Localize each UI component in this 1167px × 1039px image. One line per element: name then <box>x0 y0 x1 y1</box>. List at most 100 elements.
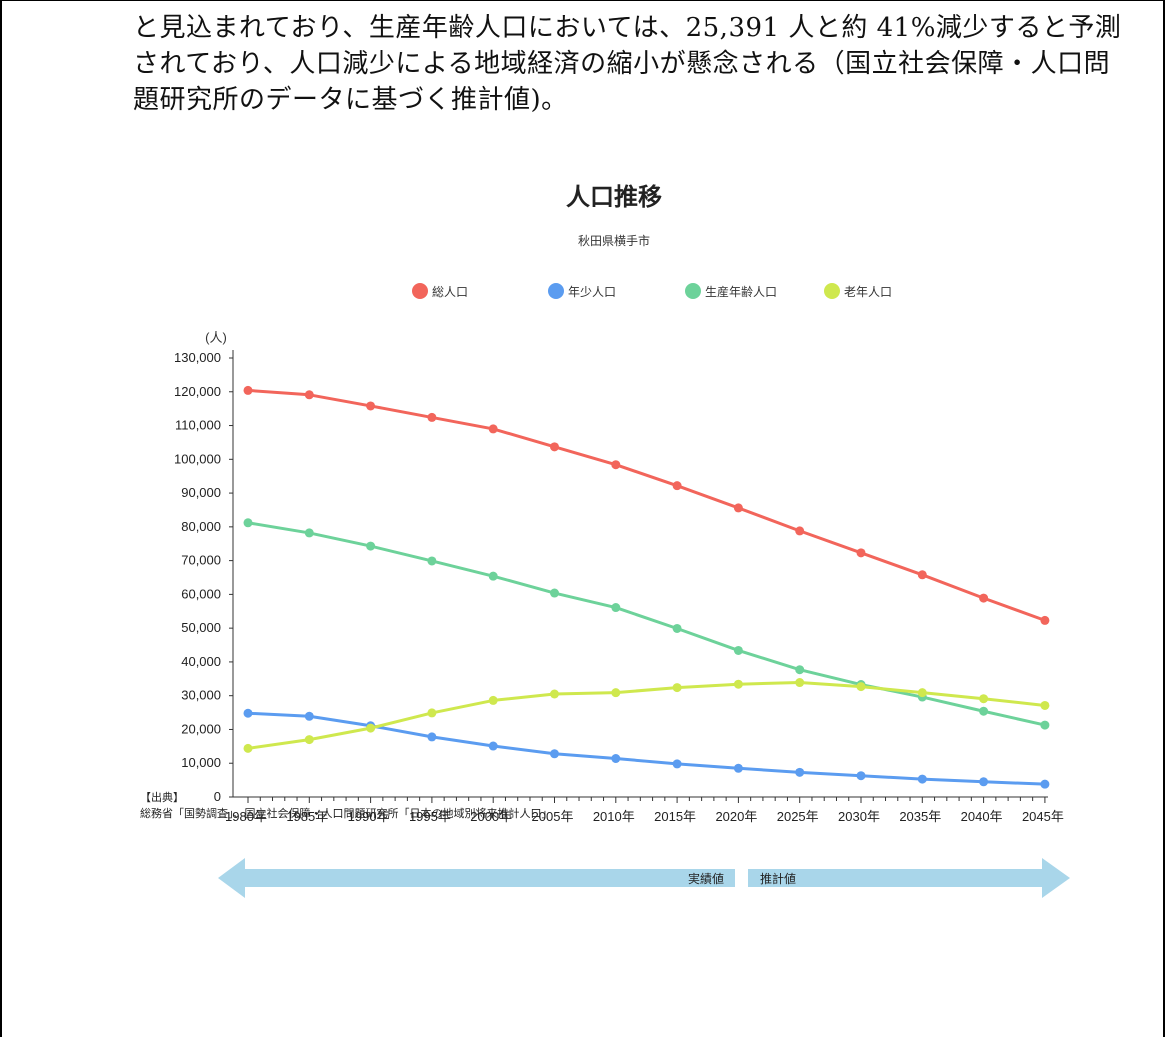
x-tick-label: 2045年 <box>1022 809 1064 824</box>
data-point <box>733 645 743 655</box>
legend-label-2: 生産年齢人口 <box>705 284 777 299</box>
data-point <box>1040 700 1050 710</box>
arrow-right-segment <box>748 858 1070 898</box>
x-tick-label: 2035年 <box>899 809 941 824</box>
data-point <box>304 390 314 400</box>
source-heading: 【出典】 <box>140 791 184 804</box>
series-line-0 <box>247 388 1046 622</box>
data-point <box>427 708 437 718</box>
y-tick-label: 100,000 <box>174 451 221 466</box>
paragraph-line-2: されており、人口減少による地域経済の縮小が懸念される（国立社会保障・人口問 <box>133 49 1111 79</box>
x-tick-label: 1985年 <box>286 809 328 824</box>
legend-label-1: 年少人口 <box>568 285 616 299</box>
y-tick-label: 10,000 <box>181 755 221 770</box>
actual-vs-projection-arrow: 実績値 推計値 <box>218 858 1070 898</box>
data-point <box>672 481 682 491</box>
arrow-left-segment <box>218 858 735 898</box>
chart-subtitle: 秋田県横手市 <box>578 233 650 248</box>
data-point <box>1040 615 1050 625</box>
data-point <box>672 623 682 633</box>
y-tick-label: 30,000 <box>181 688 221 703</box>
data-point <box>672 683 682 693</box>
data-point <box>856 771 866 781</box>
x-tick-label: 2005年 <box>532 809 574 824</box>
data-point <box>917 688 927 698</box>
data-point <box>1040 720 1050 730</box>
data-point <box>550 749 559 759</box>
series-line-3 <box>247 681 1046 750</box>
x-tick-label: 1980年 <box>225 809 267 824</box>
data-point <box>304 528 314 538</box>
legend-marker-1 <box>548 283 564 299</box>
legend-label-0: 総人口 <box>432 285 468 299</box>
data-point <box>795 526 805 536</box>
data-point <box>427 732 437 742</box>
y-tick-label: 130,000 <box>174 350 221 365</box>
projection-value-label: 推計値 <box>760 871 796 886</box>
legend-marker-0 <box>412 283 428 299</box>
data-point <box>366 723 376 733</box>
data-point <box>856 682 866 692</box>
data-point <box>366 541 376 551</box>
data-point <box>856 548 866 558</box>
paragraph-line-3: 題研究所のデータに基づく推計値)。 <box>133 85 568 115</box>
data-point <box>795 665 805 675</box>
data-point <box>550 442 559 452</box>
paragraph-line-1: と見込まれており、生産年齢人口においては、25,391 人と約 41%減少すると… <box>133 13 1122 43</box>
data-point <box>611 603 621 613</box>
y-tick-label: 20,000 <box>181 721 221 736</box>
data-point <box>733 679 743 689</box>
y-tick-label: 60,000 <box>181 586 221 601</box>
data-point <box>304 735 314 745</box>
x-tick-label: 1990年 <box>348 809 390 824</box>
x-tick-label: 1995年 <box>409 809 451 824</box>
data-point <box>550 588 559 598</box>
data-point <box>979 694 989 704</box>
source-note: 【出典】 総務省「国勢調査」、国立社会保障・人口問題研究所「日本の地域別将来推計… <box>140 790 553 822</box>
data-point <box>243 743 253 753</box>
data-point <box>979 777 989 787</box>
x-tick-label: 2010年 <box>593 809 635 824</box>
source-text: 総務省「国勢調査」、国立社会保障・人口問題研究所「日本の地域別将来推計人口」 <box>140 807 553 820</box>
y-tick-label: 0 <box>214 789 221 804</box>
y-tick-label: 120,000 <box>174 384 221 399</box>
data-point <box>488 424 498 434</box>
y-tick-label: 40,000 <box>181 654 221 669</box>
data-point <box>979 706 989 716</box>
data-point <box>427 556 437 566</box>
data-point <box>733 503 743 513</box>
legend-marker-3 <box>824 283 840 299</box>
data-point <box>733 763 743 773</box>
chart-series <box>243 385 1050 789</box>
data-point <box>488 741 498 751</box>
data-point <box>366 401 376 411</box>
legend-marker-2 <box>685 283 701 299</box>
data-point <box>427 412 437 422</box>
y-tick-label: 110,000 <box>175 418 221 433</box>
data-point <box>795 678 805 688</box>
data-point <box>611 460 621 470</box>
data-point <box>917 774 927 784</box>
data-point <box>1040 779 1050 789</box>
y-tick-label: 50,000 <box>181 620 221 635</box>
data-point <box>611 754 621 764</box>
x-tick-label: 2040年 <box>961 809 1003 824</box>
series-line-2 <box>247 521 1046 727</box>
y-tick-label: 80,000 <box>181 519 221 534</box>
chart-title: 人口推移 <box>566 184 662 211</box>
data-point <box>979 593 989 603</box>
chart-axes: 0 10,000 20,000 30,000 40,000 50,000 60,000 70,… <box>174 350 1064 824</box>
x-tick-label: 2030年 <box>838 809 880 824</box>
x-tick-label: 2020年 <box>715 809 757 824</box>
data-point <box>917 570 927 580</box>
body-paragraph: と見込まれており、生産年齢人口においては、25,391 人と約 41%減少すると… <box>133 10 1133 118</box>
y-tick-label: 90,000 <box>181 485 221 500</box>
legend-label-3: 老年人口 <box>844 285 892 299</box>
x-tick-label: 2000年 <box>470 809 512 824</box>
data-point <box>488 571 498 581</box>
x-tick-label: 2015年 <box>654 809 696 824</box>
data-point <box>304 711 314 721</box>
actual-value-label: 実績値 <box>688 871 724 886</box>
